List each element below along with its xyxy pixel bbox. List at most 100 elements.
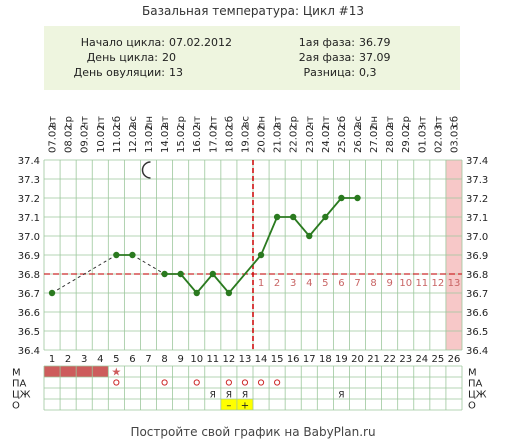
date-label: 15.02 <box>176 124 187 153</box>
date-label: 24.02 <box>321 124 332 153</box>
luteal-day-label: 9 <box>386 278 392 289</box>
weekday-label: пн <box>369 116 380 129</box>
date-label: 03.03 <box>449 124 460 153</box>
temperature-point <box>48 289 56 297</box>
ovulation-day-label: День овуляции: <box>74 66 165 79</box>
date-label: 20.02 <box>257 124 268 153</box>
temperature-point <box>129 251 136 259</box>
cycle-start-label: Начало цикла: <box>81 36 165 49</box>
temperature-segment <box>260 216 278 256</box>
day-number: 26 <box>448 354 461 365</box>
day-number: 2 <box>65 354 71 365</box>
date-label: 28.02 <box>385 124 396 153</box>
weekday-label: сб <box>224 116 235 128</box>
date-label: 01.03 <box>417 124 428 153</box>
day-number: 14 <box>255 354 268 365</box>
temperature-segment <box>179 273 198 294</box>
temperature-point <box>177 270 184 278</box>
date-label: 25.02 <box>337 124 348 153</box>
ovulation-test-mark: + <box>241 401 249 412</box>
weekday-label: вс <box>353 116 364 127</box>
row-label-left: ПА <box>12 379 27 390</box>
date-label: 08.02 <box>64 124 75 153</box>
moon-icon <box>141 161 151 179</box>
luteal-day-label: 5 <box>322 278 328 289</box>
temperature-point <box>209 270 217 278</box>
y-tick-left: 36.8 <box>18 270 40 281</box>
chart-title: Базальная температура: Цикл #13 <box>142 4 364 18</box>
y-tick-left: 37.1 <box>18 213 40 224</box>
day-number: 15 <box>271 354 284 365</box>
day-number: 22 <box>383 354 396 365</box>
day-number: 12 <box>223 354 236 365</box>
period-cell <box>92 366 109 377</box>
y-tick-left: 37.2 <box>18 194 40 205</box>
date-label: 12.02 <box>128 124 139 153</box>
test-mark <box>193 379 200 386</box>
ovulation-test-mark: – <box>226 401 231 412</box>
luteal-day-label: 2 <box>274 278 280 289</box>
y-tick-right: 37.4 <box>466 156 488 167</box>
y-tick-left: 37.3 <box>18 175 40 186</box>
date-label: 11.02 <box>112 124 123 153</box>
date-label: 19.02 <box>240 124 251 153</box>
date-label: 26.02 <box>353 124 364 153</box>
date-label: 21.02 <box>273 124 284 153</box>
period-cell <box>76 366 93 377</box>
y-tick-right: 37.1 <box>466 213 488 224</box>
luteal-day-label: 13 <box>448 278 461 289</box>
weekday-label: пн <box>257 116 268 129</box>
temperature-point <box>113 251 120 259</box>
weekday-label: пт <box>96 116 107 129</box>
excluded-connector <box>132 254 165 275</box>
weekday-label: пт <box>321 116 332 129</box>
day-number: 4 <box>97 354 103 365</box>
y-tick-left: 36.4 <box>18 346 40 357</box>
y-tick-left: 36.5 <box>18 327 40 338</box>
weekday-label: сб <box>449 116 460 128</box>
luteal-day-label: 10 <box>399 278 412 289</box>
phase1-value: 36.79 <box>359 36 391 49</box>
test-mark <box>241 379 249 386</box>
date-label: 14.02 <box>160 124 171 153</box>
weekday-label: вт <box>48 116 59 128</box>
weekday-label: пт <box>208 116 219 129</box>
weekday-label: чт <box>305 116 316 128</box>
day-number: 11 <box>206 354 219 365</box>
luteal-day-label: 8 <box>370 278 376 289</box>
y-tick-right: 36.6 <box>466 308 488 319</box>
weekday-label: чт <box>417 116 428 128</box>
difference-label: Разница: <box>304 66 356 79</box>
row-label-right: О <box>468 401 476 412</box>
date-label: 29.02 <box>401 124 412 153</box>
cycle-day-value: 20 <box>162 51 176 64</box>
weekday-label: чт <box>192 116 203 128</box>
day-number: 16 <box>287 354 300 365</box>
date-label: 23.02 <box>305 124 316 153</box>
y-tick-right: 37.2 <box>466 194 488 205</box>
weekday-label: ср <box>64 116 75 128</box>
ovulation-day-value: 13 <box>169 66 183 79</box>
phase2-label: 2ая фаза: <box>299 51 355 64</box>
weekday-label: вс <box>240 116 251 127</box>
footer-link[interactable]: Постройте свой график на BabyPlan.ru <box>130 425 375 439</box>
day-number: 18 <box>319 354 332 365</box>
y-tick-left: 36.6 <box>18 308 40 319</box>
cycle-day-label: День цикла: <box>87 51 158 64</box>
temperature-point <box>257 251 265 259</box>
luteal-day-label: 3 <box>290 278 296 289</box>
temperature-point <box>193 289 200 297</box>
mucus-mark: Я <box>226 391 232 401</box>
temperature-point <box>354 194 361 202</box>
day-number: 8 <box>161 354 167 365</box>
day-number: 9 <box>177 354 183 365</box>
row-label-left: О <box>12 401 20 412</box>
period-cell <box>44 366 61 377</box>
date-label: 07.02 <box>48 124 59 153</box>
date-label: 16.02 <box>192 124 203 153</box>
test-mark <box>274 379 281 386</box>
period-cell <box>60 366 77 377</box>
info-panel <box>44 26 460 90</box>
weekday-label: ср <box>289 116 300 128</box>
